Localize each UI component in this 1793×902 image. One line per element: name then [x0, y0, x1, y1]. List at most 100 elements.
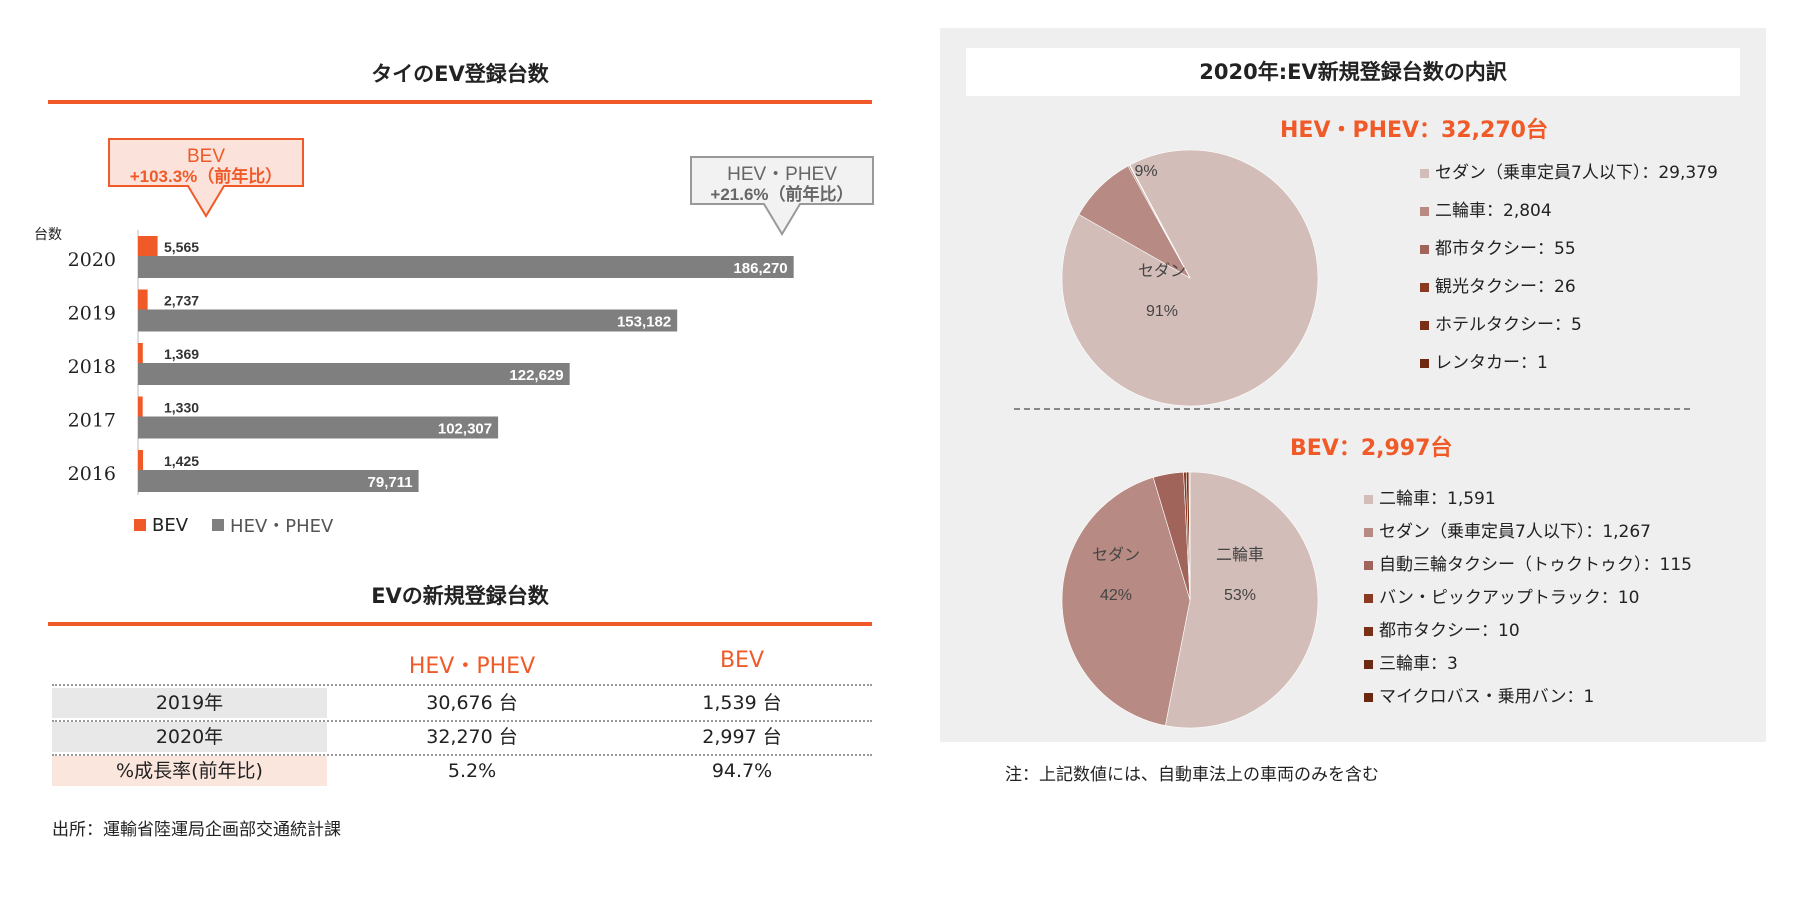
pie-legend-swatch: [1420, 282, 1429, 292]
bar-bev: [138, 343, 143, 363]
pie-legend-value: 10: [1498, 621, 1520, 641]
pie-slice-name: 二輪車: [1216, 546, 1264, 564]
pie-legend-swatch: [1420, 358, 1429, 368]
table-cell: 32,270 台: [426, 726, 518, 748]
bar-hev: [138, 416, 499, 439]
bar-hev-label: 122,629: [509, 367, 563, 384]
footnote: 注：上記数値には、自動車法上の車両のみを含む: [1005, 765, 1379, 785]
bev-pie-chart: 二輪車 53% セダン 42%: [1061, 471, 1319, 729]
table-cell: 5.2%: [447, 760, 497, 782]
hev-callout-line2: +21.6%（前年比）: [710, 184, 853, 204]
pie-legend-swatch: [1364, 494, 1373, 504]
y-axis-label: 台数: [34, 227, 62, 243]
table-divider: [52, 754, 872, 756]
registration-table: HEV・PHEV BEV 2019年 30,676 台 1,539 台 2020…: [52, 640, 872, 790]
pie-legend-swatch: [1364, 527, 1373, 537]
pie-panel: 2020年:EV新規登録台数の内訳 HEV・PHEV：32,270台 セダン 91…: [940, 28, 1766, 742]
table-cell: 1,539 台: [702, 692, 782, 714]
hev-pie-legend: セダン（乗車定員7人以下）：29,379 二輪車：2,804 都市タクシー：55 観光…: [1420, 158, 1718, 386]
table-title: EVの新規登録台数: [371, 584, 549, 608]
legend-label-hev: HEV・PHEV: [230, 516, 334, 537]
bar-bev: [138, 450, 144, 470]
pie-legend-item: 観光タクシー：26: [1420, 272, 1718, 310]
bar-chart: 2020 5,565 186,270 2019 2,737 153,182 2018 1,36…: [68, 230, 794, 495]
pie-slice-pct: 42%: [1100, 587, 1132, 604]
pie-slice: [1061, 477, 1191, 726]
pie-legend-label: ホテルタクシー：: [1435, 315, 1571, 335]
pie-legend-item: 三輪車：3: [1364, 649, 1692, 682]
pie-slice-name: セダン: [1092, 546, 1140, 564]
pie-legend-swatch: [1420, 244, 1429, 254]
pie-legend-item: セダン（乗車定員7人以下）：29,379: [1420, 158, 1718, 196]
pie-legend-item: 二輪車：1,591: [1364, 484, 1692, 517]
bev-pie-title: BEV：2,997台: [1290, 436, 1453, 461]
pie-legend-item: マイクロバス・乗用バン：1: [1364, 682, 1692, 715]
hev-callout-line1: HEV・PHEV: [727, 164, 837, 185]
pie-legend-label: 二輪車：: [1379, 489, 1447, 509]
table-header-hev: HEV・PHEV: [408, 654, 536, 679]
pie-legend-swatch: [1364, 560, 1373, 570]
bar-hev-label: 102,307: [438, 421, 492, 438]
title-rule: [48, 100, 872, 104]
pie-legend-swatch: [1364, 593, 1373, 603]
bev-callout-line1: BEV: [187, 146, 225, 167]
pie-legend-value: 1: [1537, 353, 1548, 373]
bev-pie-legend: 二輪車：1,591 セダン（乗車定員7人以下）：1,267 自動三輪タクシー（トゥク…: [1364, 484, 1692, 715]
table-row-label: %成長率(前年比): [52, 756, 327, 786]
bar-hev: [138, 256, 794, 278]
bev-callout: BEV +103.3%（前年比）: [108, 138, 304, 218]
legend-item-bev: BEV: [134, 515, 188, 536]
pie-legend-label: 二輪車：: [1435, 201, 1503, 221]
table-row-label: 2019年: [52, 688, 327, 718]
pie-legend-value: 1,591: [1447, 489, 1496, 509]
bar-bev-label: 5,565: [164, 239, 199, 255]
table-row-label: 2020年: [52, 722, 327, 752]
pie-legend-item: レンタカー：1: [1420, 348, 1718, 386]
pie-legend-swatch: [1364, 659, 1373, 669]
pie-legend-swatch: [1420, 168, 1429, 178]
pie-slice-pct: 9%: [1134, 163, 1157, 180]
hev-pie-chart: セダン 91% 9%: [1061, 149, 1319, 407]
bar-hev-label: 79,711: [368, 474, 413, 491]
pie-legend-item: 自動三輪タクシー（トゥクトゥク）：115: [1364, 550, 1692, 583]
bar-hev-label: 186,270: [733, 260, 787, 277]
hev-callout: HEV・PHEV +21.6%（前年比）: [690, 156, 874, 236]
pie-slice-pct: 91%: [1146, 303, 1178, 320]
pie-legend-item: ホテルタクシー：5: [1420, 310, 1718, 348]
pie-legend-item: 都市タクシー：10: [1364, 616, 1692, 649]
y-tick-label: 2016: [68, 463, 116, 485]
table-cell: 30,676 台: [426, 692, 518, 714]
legend-swatch-hev: [212, 519, 225, 531]
pie-legend-swatch: [1420, 206, 1429, 216]
source-note: 出所：運輸省陸運局企画部交通統計課: [52, 820, 341, 840]
bev-callout-line2: +103.3%（前年比）: [130, 166, 283, 186]
pie-legend-value: 2,804: [1503, 201, 1552, 221]
bar-bev-label: 1,330: [164, 400, 199, 416]
pie-separator: [1014, 408, 1690, 410]
pie-legend-item: 都市タクシー：55: [1420, 234, 1718, 272]
pie-legend-item: 二輪車：2,804: [1420, 196, 1718, 234]
table-divider: [52, 684, 872, 686]
bar-hev: [138, 470, 419, 492]
legend-item-hev: HEV・PHEV: [212, 512, 333, 538]
pie-panel-title: 2020年:EV新規登録台数の内訳: [966, 48, 1740, 96]
pie-legend-label: 自動三輪タクシー（トゥクトゥク）：: [1379, 555, 1660, 575]
pie-legend-label: セダン（乗車定員7人以下）：: [1379, 522, 1603, 542]
table-divider: [52, 720, 872, 722]
pie-legend-label: レンタカー：: [1435, 353, 1537, 373]
pie-legend-swatch: [1364, 626, 1373, 636]
pie-legend-item: セダン（乗車定員7人以下）：1,267: [1364, 517, 1692, 550]
pie-legend-label: 三輪車：: [1379, 654, 1447, 674]
y-tick-label: 2020: [68, 249, 116, 271]
pie-legend-value: 10: [1617, 588, 1640, 608]
bar-bev-label: 2,737: [164, 293, 199, 309]
pie-slice-name: セダン: [1138, 262, 1186, 280]
pie-legend-value: 26: [1554, 277, 1576, 297]
bar-chart-title: タイのEV登録台数: [371, 62, 549, 86]
bar-hev-label: 153,182: [617, 314, 671, 331]
table-cell: 2,997 台: [702, 726, 782, 748]
pie-legend-value: 115: [1659, 555, 1692, 575]
pie-slice-pct: 53%: [1224, 587, 1256, 604]
bar-hev: [138, 309, 678, 332]
pie-legend-label: 都市タクシー：: [1379, 621, 1498, 641]
